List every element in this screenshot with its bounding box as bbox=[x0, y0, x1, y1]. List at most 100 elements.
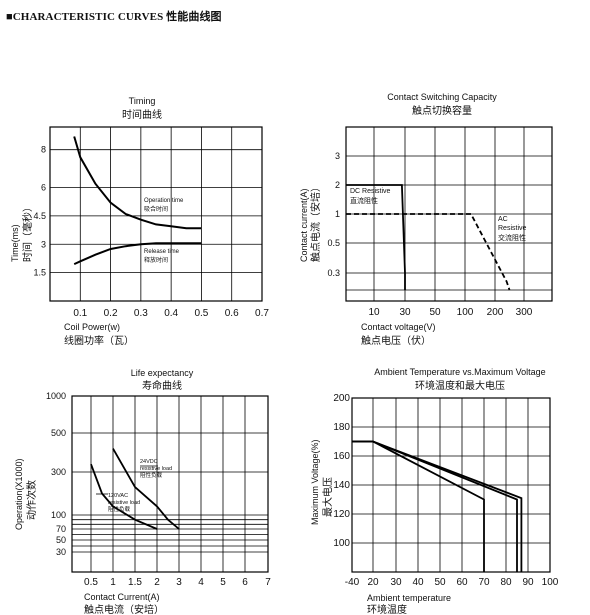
capacity-x-label: Contact voltage(V) bbox=[361, 322, 436, 332]
timing-x-label: Coil Power(w) bbox=[64, 322, 120, 332]
life-expectancy-chart: Life expectancy 寿命曲线 0.5 1 1.5 2 3 4 5 6 7 1000 5… bbox=[14, 368, 271, 615]
ac-annotation-line2: resistive load bbox=[108, 500, 140, 506]
x-tick-label: 70 bbox=[478, 577, 490, 588]
x-tick-label: 6 bbox=[242, 577, 248, 588]
ac-resistive-line bbox=[346, 213, 511, 291]
y-tick-label: 120 bbox=[333, 509, 350, 520]
x-tick-label: 0.1 bbox=[73, 308, 87, 319]
x-tick-label: 40 bbox=[412, 577, 424, 588]
life-y-label-cn: 动作次数 bbox=[25, 480, 38, 520]
capacity-y-label-cn: 触点电流（安培） bbox=[309, 182, 322, 262]
operation-time-label: Operation time bbox=[144, 198, 184, 204]
ambient-voltage-line bbox=[352, 440, 518, 572]
capacity-x-ticks: 10 30 50 100 200 300 bbox=[368, 307, 532, 318]
operation-time-label-cn: 吸合时间 bbox=[144, 205, 168, 213]
timing-plot-frame bbox=[49, 126, 263, 302]
ambient-x-label: Ambient temperature bbox=[367, 593, 451, 603]
x-tick-label: 50 bbox=[429, 307, 441, 318]
ambient-voltage-line bbox=[352, 440, 523, 572]
y-tick-label: 100 bbox=[51, 510, 66, 520]
timing-x-ticks: 0.1 0.2 0.3 0.4 0.5 0.6 0.7 bbox=[73, 308, 269, 319]
ac-annotation-cn: 阻性负载 bbox=[108, 505, 131, 513]
timing-chart: Timing 时间曲线 0.1 0.2 0.3 0.4 0.5 0.6 0.7 1.5 3 4.… bbox=[10, 96, 269, 347]
y-tick-label: 3 bbox=[335, 151, 340, 161]
ambient-temperature-chart: Ambient Temperature vs.Maximum Voltage 环… bbox=[310, 367, 559, 615]
capacity-title: Contact Switching Capacity bbox=[387, 92, 497, 102]
x-tick-label: 0.5 bbox=[84, 577, 98, 588]
x-tick-label: 0.4 bbox=[164, 308, 178, 319]
operation-time-curve bbox=[73, 136, 202, 230]
y-tick-label: 500 bbox=[51, 428, 66, 438]
y-tick-label: 300 bbox=[51, 467, 66, 477]
dc-annotation-line1: 24VDC bbox=[140, 459, 158, 465]
x-tick-label: 0.5 bbox=[194, 308, 208, 319]
y-tick-label: 140 bbox=[333, 480, 350, 491]
life-subtitle: 寿命曲线 bbox=[142, 379, 182, 392]
x-tick-label: 100 bbox=[542, 577, 559, 588]
life-plot-frame bbox=[71, 395, 269, 573]
x-tick-label: 60 bbox=[456, 577, 468, 588]
capacity-grid bbox=[346, 127, 552, 301]
ac-120v-life-curve bbox=[90, 463, 158, 530]
release-time-label-cn: 释放时间 bbox=[144, 256, 168, 264]
y-tick-label: 3 bbox=[41, 239, 46, 249]
x-tick-label: 0.7 bbox=[255, 308, 269, 319]
y-tick-label: 50 bbox=[56, 535, 66, 545]
ambient-grid bbox=[352, 398, 550, 572]
x-tick-label: 2 bbox=[154, 577, 160, 588]
ac-resistive-label: Resistive bbox=[498, 225, 527, 232]
dc-resistive-label: DC Resistive bbox=[350, 188, 391, 195]
y-tick-label: 0.3 bbox=[327, 268, 340, 278]
timing-title: Timing bbox=[129, 96, 156, 106]
capacity-y-label: Contact current(A) bbox=[299, 188, 309, 262]
x-tick-label: 3 bbox=[176, 577, 182, 588]
capacity-x-label-cn: 触点电压（伏） bbox=[361, 334, 431, 347]
x-tick-label: 5 bbox=[220, 577, 226, 588]
x-tick-label: 20 bbox=[367, 577, 379, 588]
ac-annotation-line1: 120VAC bbox=[108, 493, 128, 499]
life-grid bbox=[72, 396, 268, 572]
x-tick-label: 0.6 bbox=[225, 308, 239, 319]
release-time-curve bbox=[73, 242, 202, 266]
ambient-plot-frame bbox=[351, 397, 551, 573]
ambient-y-label-cn: 最大电压 bbox=[321, 477, 334, 517]
ac-resistive-label-cn: 交流阻性 bbox=[498, 233, 526, 242]
x-tick-label: 50 bbox=[434, 577, 446, 588]
ambient-y-label: Maximum Voltage(%) bbox=[310, 439, 320, 525]
x-tick-label: 90 bbox=[522, 577, 534, 588]
timing-y-label: Time(ms) bbox=[10, 224, 20, 262]
life-x-label-cn: 触点电流（安培） bbox=[84, 603, 164, 615]
x-tick-label: 30 bbox=[399, 307, 411, 318]
x-tick-label: 0.3 bbox=[134, 308, 148, 319]
x-tick-label: 10 bbox=[368, 307, 380, 318]
page-title: ■CHARACTERISTIC CURVES 性能曲线图 bbox=[6, 11, 222, 23]
x-tick-label: 0.2 bbox=[104, 308, 118, 319]
y-tick-label: 4.5 bbox=[33, 211, 46, 221]
ambient-y-ticks: 200 180 160 140 120 100 bbox=[333, 393, 350, 549]
ambient-series bbox=[352, 440, 523, 572]
timing-x-label-cn: 线圈功率（瓦） bbox=[64, 334, 134, 347]
y-tick-label: 180 bbox=[333, 422, 350, 433]
capacity-subtitle: 触点切换容量 bbox=[412, 104, 472, 117]
life-x-label: Contact Current(A) bbox=[84, 592, 160, 602]
dc-annotation-cn: 阻性负载 bbox=[140, 471, 163, 479]
dc-24v-life-curve bbox=[112, 448, 180, 530]
timing-grid bbox=[50, 127, 262, 301]
x-tick-label: 300 bbox=[516, 307, 533, 318]
ambient-title: Ambient Temperature vs.Maximum Voltage bbox=[374, 367, 545, 377]
x-tick-label: 80 bbox=[500, 577, 512, 588]
life-x-ticks: 0.5 1 1.5 2 3 4 5 6 7 bbox=[84, 577, 271, 588]
x-tick-label: 1.5 bbox=[128, 577, 142, 588]
dc-resistive-line bbox=[346, 184, 406, 290]
x-tick-label: 100 bbox=[457, 307, 474, 318]
y-tick-label: 2 bbox=[335, 180, 340, 190]
life-title: Life expectancy bbox=[131, 368, 194, 378]
y-tick-label: 1000 bbox=[46, 391, 66, 401]
timing-subtitle: 时间曲线 bbox=[122, 108, 162, 121]
y-tick-label: 70 bbox=[56, 524, 66, 534]
x-tick-label: 1 bbox=[110, 577, 116, 588]
timing-y-label-cn: 时间（毫秒） bbox=[21, 202, 34, 262]
y-tick-label: 200 bbox=[333, 393, 350, 404]
ac-label: AC bbox=[498, 216, 508, 223]
